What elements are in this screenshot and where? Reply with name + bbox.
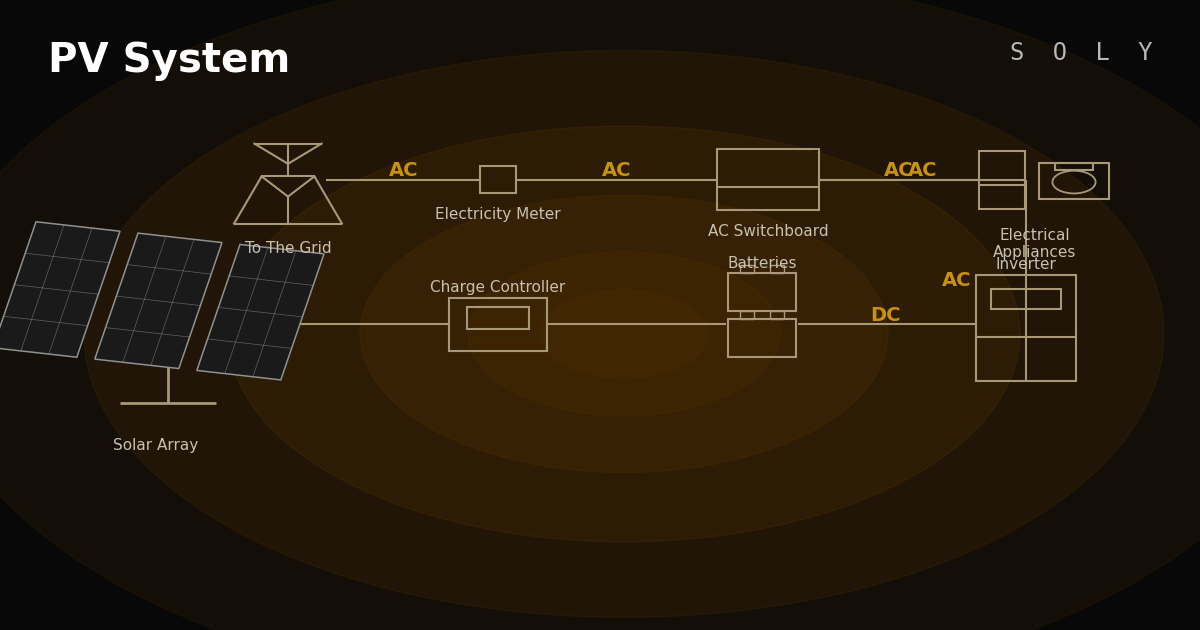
Text: PV System: PV System: [48, 41, 290, 81]
Text: Electricity Meter: Electricity Meter: [436, 207, 560, 222]
Bar: [728, 319, 796, 357]
Text: AC: AC: [942, 271, 971, 290]
Bar: [449, 298, 547, 352]
Text: Inverter: Inverter: [996, 257, 1056, 272]
Text: AC Switchboard: AC Switchboard: [708, 224, 828, 239]
Polygon shape: [95, 233, 222, 369]
Text: Batteries: Batteries: [727, 256, 797, 271]
Circle shape: [228, 126, 1020, 542]
Bar: [991, 290, 1061, 309]
Bar: [1039, 163, 1109, 199]
Bar: [740, 311, 755, 319]
Text: Electrical
Appliances: Electrical Appliances: [992, 228, 1076, 260]
Circle shape: [540, 290, 708, 378]
Text: AC: AC: [884, 161, 914, 180]
Bar: [740, 265, 755, 273]
Text: S  O  L  Y: S O L Y: [1009, 41, 1152, 65]
Bar: [979, 151, 1025, 209]
Bar: [728, 273, 796, 311]
Circle shape: [84, 50, 1164, 617]
Text: AC: AC: [907, 161, 937, 180]
Bar: [977, 275, 1076, 381]
Text: AC: AC: [601, 161, 631, 180]
Text: Charge Controller: Charge Controller: [431, 280, 565, 295]
Bar: [718, 149, 818, 210]
Circle shape: [468, 252, 780, 416]
Bar: [1055, 163, 1093, 170]
Text: AC: AC: [389, 161, 418, 180]
Circle shape: [360, 195, 888, 472]
Text: Solar Array: Solar Array: [113, 438, 199, 453]
Polygon shape: [0, 222, 120, 357]
Bar: [769, 311, 784, 319]
Bar: [480, 166, 516, 193]
Bar: [468, 307, 528, 329]
Bar: [769, 265, 784, 273]
Text: To The Grid: To The Grid: [245, 241, 331, 256]
Text: DC: DC: [871, 306, 901, 324]
Polygon shape: [197, 244, 324, 380]
